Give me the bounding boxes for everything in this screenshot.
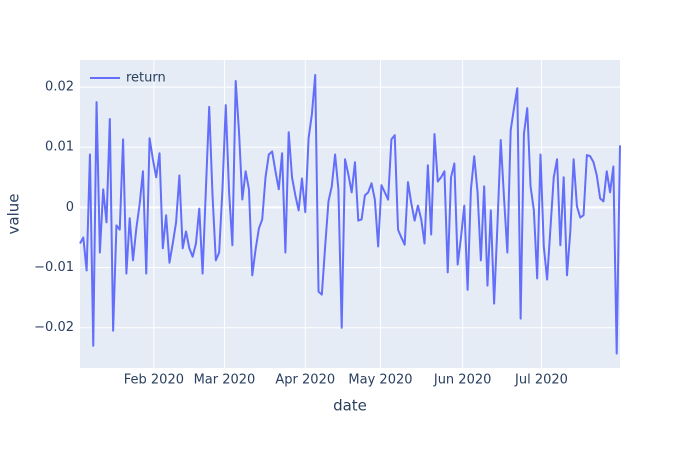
marks [79,74,621,355]
legend-label: return [126,71,166,86]
x-tick-label: May 2020 [348,373,412,388]
line [79,74,621,355]
labels: −0.02 −0.01 0 0.01 0.02 Feb 2020 Mar 2020 Apr 2… [34,71,568,388]
y-tick-label: −0.02 [34,320,74,335]
x-tick-label: Feb 2020 [124,373,184,388]
x-tick-label: Jun 2020 [433,373,492,388]
x-tick-label: Apr 2020 [275,373,335,388]
x-tick-label: Jul 2020 [514,373,568,388]
y-axis-title: value [5,194,23,235]
y-tick-label: 0.01 [45,140,74,155]
plot-background [80,60,620,368]
y-tick-label: 0.02 [45,80,74,95]
x-axis-title: date [333,397,367,415]
x-tick-label: Mar 2020 [194,373,256,388]
y-tick-label: 0 [66,200,74,215]
y-tick-label: −0.01 [34,260,74,275]
